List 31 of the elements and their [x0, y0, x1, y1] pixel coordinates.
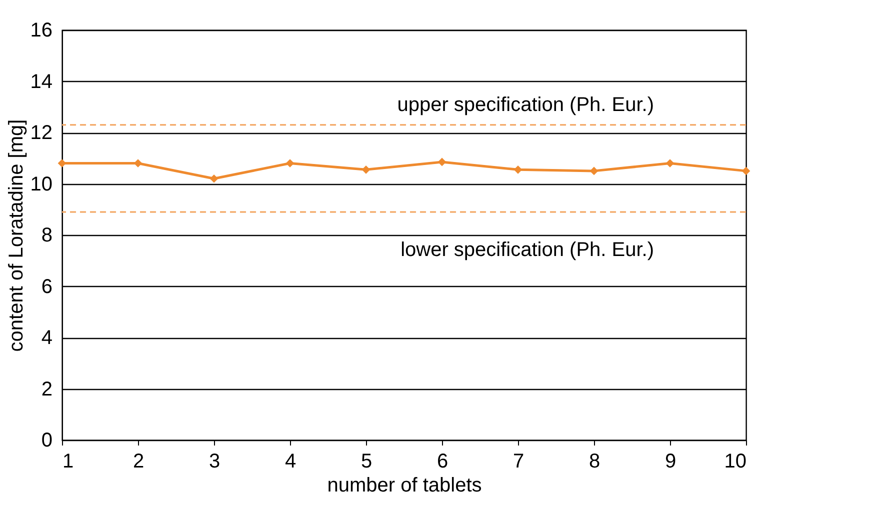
- x-tick-label: 5: [360, 450, 372, 472]
- y-tick-label: 12: [30, 122, 52, 144]
- y-tick-label: 6: [41, 276, 52, 298]
- point: [438, 158, 446, 166]
- x-tick-label: 6: [436, 450, 448, 472]
- point: [514, 165, 522, 174]
- point: [210, 174, 218, 183]
- x-tick-label: 4: [284, 450, 296, 472]
- y-tick-label: 8: [41, 224, 52, 246]
- y-tick-label: 16: [30, 20, 52, 42]
- y-tick-label: 10: [30, 173, 52, 196]
- y-tick-label: 14: [30, 70, 52, 93]
- y-tick-label: 2: [41, 378, 52, 400]
- point: [590, 166, 598, 176]
- x-tick-label: 7: [512, 450, 524, 472]
- point: [362, 165, 370, 174]
- x-tick-label: 3: [208, 450, 220, 472]
- y-tick-label: 0: [41, 430, 52, 452]
- x-tick-label: 10: [724, 450, 746, 472]
- point: [666, 159, 674, 168]
- x-tick-label: 2: [132, 450, 144, 472]
- y-axis-title: content of Loratadine [mg]: [5, 119, 28, 352]
- ref-line-label: lower specification (Ph. Eur.): [400, 238, 654, 261]
- point: [742, 166, 750, 176]
- x-tick-label: 9: [664, 450, 676, 472]
- x-tick-label: 8: [588, 450, 600, 472]
- point: [286, 159, 294, 168]
- x-axis-title: number of tablets: [327, 474, 482, 496]
- x-tick-label: 1: [62, 450, 74, 472]
- y-tick-label: 4: [41, 327, 52, 349]
- ref-line-label: upper specification (Ph. Eur.): [397, 94, 654, 116]
